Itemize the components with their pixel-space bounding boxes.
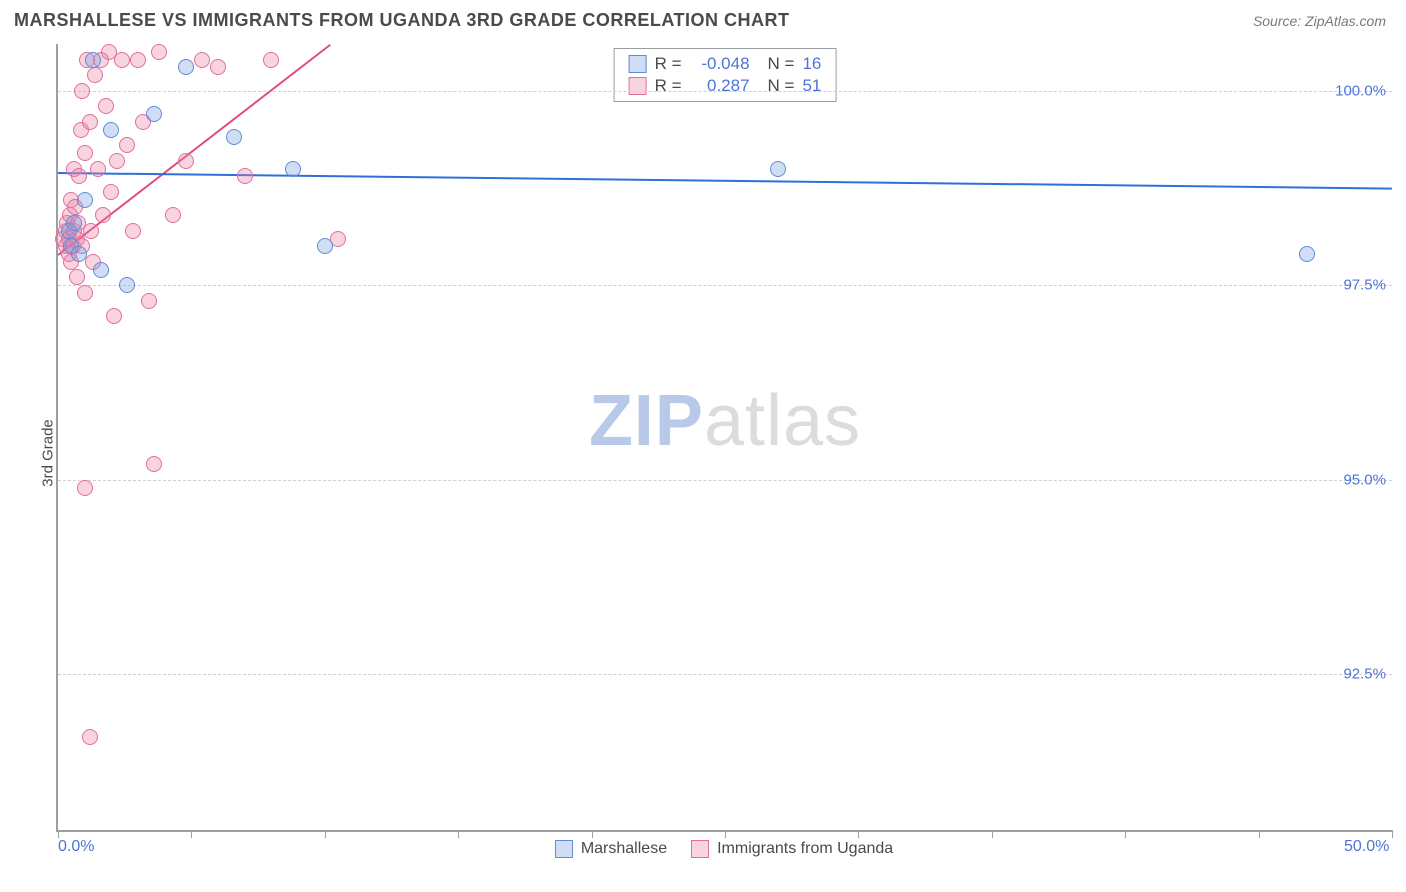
gridline: [58, 480, 1392, 481]
pink-point: [69, 269, 85, 285]
blue-point: [119, 277, 135, 293]
pink-point: [125, 223, 141, 239]
correlation-legend: R = -0.048 N = 16 R = 0.287 N = 51: [614, 48, 837, 102]
pink-point: [106, 308, 122, 324]
blue-point: [285, 161, 301, 177]
plot-region: ZIPatlas R = -0.048 N = 16 R = 0.287 N = 51 92.…: [56, 44, 1392, 832]
blue-point: [770, 161, 786, 177]
legend-series-name: Immigrants from Uganda: [717, 840, 893, 858]
pink-point: [263, 52, 279, 68]
pink-point: [77, 285, 93, 301]
legend-swatch: [629, 55, 647, 73]
pink-point: [194, 52, 210, 68]
pink-point: [237, 168, 253, 184]
y-tick-label: 95.0%: [1343, 471, 1386, 488]
pink-point: [165, 207, 181, 223]
pink-point: [74, 83, 90, 99]
chart-area: 3rd Grade ZIPatlas R = -0.048 N = 16 R = 0.28…: [14, 44, 1392, 862]
legend-swatch: [691, 840, 709, 858]
pink-point: [178, 153, 194, 169]
blue-point: [1299, 246, 1315, 262]
blue-point: [178, 59, 194, 75]
y-axis-label: 3rd Grade: [39, 419, 56, 487]
pink-point: [83, 223, 99, 239]
y-tick-label: 97.5%: [1343, 277, 1386, 294]
watermark-atlas: atlas: [704, 381, 861, 461]
blue-point: [66, 215, 82, 231]
pink-point: [82, 729, 98, 745]
pink-point: [109, 153, 125, 169]
pink-point: [130, 52, 146, 68]
blue-point: [317, 238, 333, 254]
blue-point: [103, 122, 119, 138]
chart-header: MARSHALLESE VS IMMIGRANTS FROM UGANDA 3R…: [0, 0, 1406, 37]
pink-point: [82, 114, 98, 130]
pink-point: [146, 456, 162, 472]
chart-source: Source: ZipAtlas.com: [1253, 13, 1386, 29]
x-tick: [1392, 830, 1393, 838]
legend-r-label: R =: [655, 54, 682, 74]
legend-n-label: N =: [768, 54, 795, 74]
legend-r-value: 0.287: [690, 76, 750, 96]
blue-point: [71, 246, 87, 262]
gridline: [58, 285, 1392, 286]
legend-n-value: 51: [802, 76, 821, 96]
chart-title: MARSHALLESE VS IMMIGRANTS FROM UGANDA 3R…: [14, 10, 790, 31]
watermark-zip: ZIP: [589, 381, 704, 461]
legend-swatch: [629, 77, 647, 95]
pink-point: [77, 145, 93, 161]
y-tick-label: 100.0%: [1335, 82, 1386, 99]
blue-trend-line: [58, 172, 1392, 190]
pink-point: [141, 293, 157, 309]
pink-point: [90, 161, 106, 177]
legend-row: R = 0.287 N = 51: [629, 75, 822, 97]
blue-point: [77, 192, 93, 208]
legend-swatch: [555, 840, 573, 858]
series-legend: Marshallese Immigrants from Uganda: [56, 836, 1392, 862]
blue-point: [85, 52, 101, 68]
y-tick-label: 92.5%: [1343, 666, 1386, 683]
blue-point: [226, 129, 242, 145]
legend-series-name: Marshallese: [581, 840, 667, 858]
pink-point: [103, 184, 119, 200]
pink-point: [119, 137, 135, 153]
pink-point: [71, 168, 87, 184]
blue-point: [93, 262, 109, 278]
legend-r-value: -0.048: [690, 54, 750, 74]
watermark: ZIPatlas: [589, 380, 861, 462]
legend-row: R = -0.048 N = 16: [629, 53, 822, 75]
blue-point: [146, 106, 162, 122]
pink-point: [87, 67, 103, 83]
gridline: [58, 91, 1392, 92]
legend-item: Immigrants from Uganda: [691, 840, 893, 858]
pink-point: [210, 59, 226, 75]
legend-item: Marshallese: [555, 840, 667, 858]
pink-point: [151, 44, 167, 60]
legend-n-value: 16: [802, 54, 821, 74]
legend-n-label: N =: [768, 76, 795, 96]
pink-point: [114, 52, 130, 68]
pink-point: [77, 480, 93, 496]
pink-point: [95, 207, 111, 223]
gridline: [58, 674, 1392, 675]
x-tick-label: 50.0%: [1344, 838, 1389, 856]
x-tick-label: 0.0%: [58, 838, 94, 856]
legend-r-label: R =: [655, 76, 682, 96]
pink-point: [98, 98, 114, 114]
